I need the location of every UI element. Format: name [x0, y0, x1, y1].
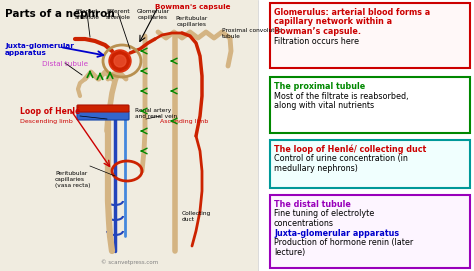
Text: Parts of a nephron: Parts of a nephron	[5, 9, 115, 19]
Text: Production of hormone renin (later: Production of hormone renin (later	[274, 238, 413, 247]
Text: The distal tubule: The distal tubule	[274, 200, 351, 209]
Text: c: c	[105, 12, 109, 18]
Circle shape	[119, 53, 128, 62]
Text: Descending limb: Descending limb	[20, 119, 73, 124]
Bar	[258, 0, 474, 271]
Text: capillary network within a: capillary network within a	[274, 18, 392, 27]
Circle shape	[119, 60, 128, 69]
Text: Juxta-glomerular apparatus: Juxta-glomerular apparatus	[274, 228, 399, 237]
Text: Control of urine concentration (in: Control of urine concentration (in	[274, 154, 408, 163]
Circle shape	[109, 50, 131, 72]
Circle shape	[116, 51, 125, 60]
Text: Renal artery
and renal vein: Renal artery and renal vein	[135, 108, 177, 119]
Circle shape	[112, 60, 121, 69]
Circle shape	[112, 53, 121, 62]
Text: Efferent
arteriole: Efferent arteriole	[106, 9, 130, 20]
Text: Glomerulus: arterial blood forms a: Glomerulus: arterial blood forms a	[274, 8, 430, 17]
Text: Fine tuning of electrolyte: Fine tuning of electrolyte	[274, 209, 374, 218]
Text: © scanvetpress.com: © scanvetpress.com	[101, 259, 159, 265]
Circle shape	[114, 55, 126, 67]
Text: Most of the filtrate is reabsorbed,: Most of the filtrate is reabsorbed,	[274, 92, 409, 101]
Text: Bowman’s capsule.: Bowman’s capsule.	[274, 27, 361, 36]
Text: Filtration occurs here: Filtration occurs here	[274, 37, 359, 46]
Text: along with vital nutrients: along with vital nutrients	[274, 101, 374, 110]
Text: Bowman's capsule: Bowman's capsule	[155, 4, 230, 10]
FancyBboxPatch shape	[270, 195, 470, 268]
Text: The loop of Henlé/ collecting duct: The loop of Henlé/ collecting duct	[274, 145, 426, 154]
Text: Peritubular
capillaries
(vasa recta): Peritubular capillaries (vasa recta)	[55, 171, 91, 188]
FancyBboxPatch shape	[270, 3, 470, 68]
Text: Afferent
arteriole: Afferent arteriole	[74, 9, 100, 20]
Text: Peritubular
capillaries: Peritubular capillaries	[176, 16, 208, 27]
Text: medullary nephrons): medullary nephrons)	[274, 164, 358, 173]
Text: Loop of Henlé: Loop of Henlé	[20, 106, 80, 115]
Text: Proximal convoluted
tubule: Proximal convoluted tubule	[222, 28, 282, 39]
Circle shape	[116, 62, 125, 70]
Bar	[0, 0, 258, 271]
Text: Glomerular
capillaries: Glomerular capillaries	[137, 9, 170, 20]
Text: concentrations: concentrations	[274, 219, 334, 228]
Text: Juxta-glomerular
apparatus: Juxta-glomerular apparatus	[5, 43, 74, 56]
FancyBboxPatch shape	[77, 105, 129, 112]
FancyBboxPatch shape	[270, 140, 470, 188]
FancyBboxPatch shape	[270, 77, 470, 133]
Text: lecture): lecture)	[274, 247, 305, 256]
Text: The proximal tubule: The proximal tubule	[274, 82, 365, 91]
Text: Collecting
duct: Collecting duct	[182, 211, 211, 222]
Text: Ascending limb: Ascending limb	[160, 119, 208, 124]
Circle shape	[110, 56, 119, 66]
FancyBboxPatch shape	[77, 111, 129, 120]
Circle shape	[120, 56, 129, 66]
Text: Distal tubule: Distal tubule	[42, 61, 88, 67]
